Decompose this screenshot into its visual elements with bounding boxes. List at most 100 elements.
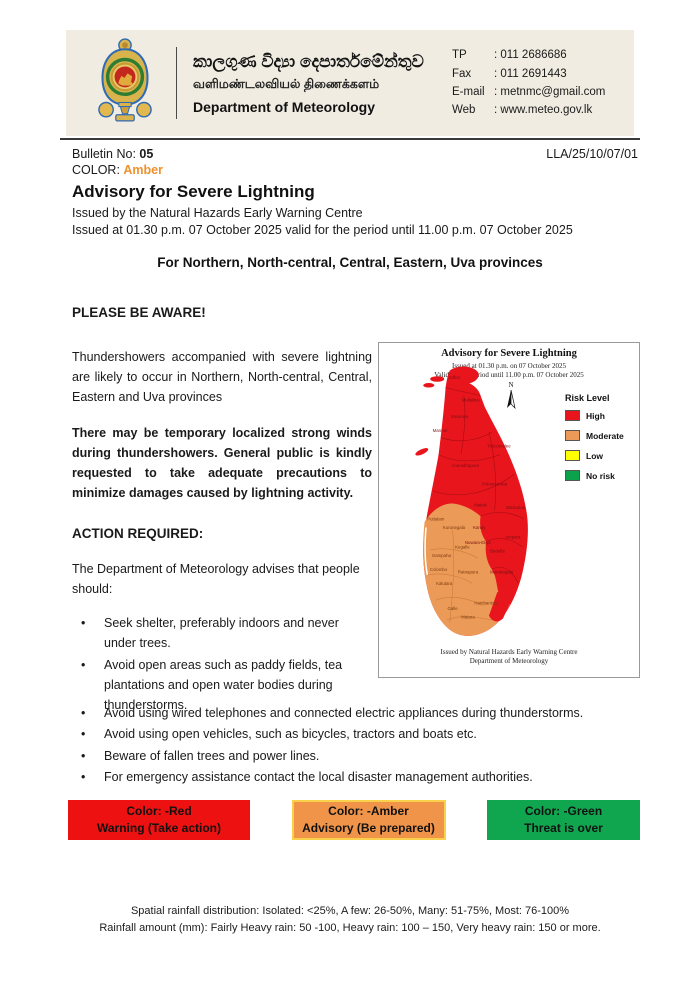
bulletin-reference: LLA/25/10/07/01 [546,147,638,161]
status-color-row: Color: -Red Warning (Take action) Color:… [68,800,640,840]
action-intro: The Department of Meteorology advises th… [72,561,360,596]
contact-email: E-mail : metnmc@gmail.com [452,83,620,101]
contact-tp: TP : 011 2686686 [452,46,620,64]
legend-item-moderate: Moderate [565,430,624,441]
advisory-title: Advisory for Severe Lightning [72,182,315,201]
bulletin-color-line: COLOR: Amber [72,163,638,177]
issued-by-line: Issued by the Natural Hazards Early Warn… [72,206,363,220]
low-risk-swatch [565,450,580,461]
bulletin-row: Bulletin No: 05 LLA/25/10/07/01 [72,147,638,161]
header-band: කාලගුණ විද්‍යා දෙපාර්තමේන්තුව வளிமண்டலவி… [66,30,634,136]
tp-value: : 011 2686686 [494,49,567,62]
sri-lanka-risk-map: Jaffna Mullaitivu Vavuniya Mannar Trinco… [415,366,528,636]
list-item: Avoid using wired telephones and connect… [72,703,644,724]
risk-legend: Risk Level High Moderate Low No risk [565,393,624,490]
emblem-icon [98,37,152,122]
tp-label: TP [452,49,467,62]
district-label: Hambantota [474,600,498,605]
map-footer-department: Department of Meteorology [469,657,549,665]
legend-label: No risk [586,470,615,481]
district-label: Batticaloa [506,505,526,510]
legend-title: Risk Level [565,393,610,403]
district-label: Kegalle [455,544,470,549]
high-risk-swatch [565,410,580,421]
district-label: Trincomalee [487,444,511,449]
contact-fax: Fax : 011 2691443 [452,65,620,83]
district-boundaries-orange [427,530,492,623]
district-label: Ampara [505,535,521,540]
district-label: Nuwara-Eliya [465,540,491,545]
district-label: Kurunegala [443,525,466,530]
provinces-line: For Northern, North-central, Central, Ea… [157,255,543,270]
government-emblem-logo [92,37,158,130]
district-label: Anuradhapura [451,463,479,468]
north-arrow: N [504,381,518,414]
rainfall-definitions-footer: Spatial rainfall distribution: Isolated:… [0,903,700,937]
north-label: N [508,381,514,389]
status-box-red: Color: -Red Warning (Take action) [68,800,250,840]
district-label: Mullaitivu [462,397,481,402]
moderate-risk-swatch [565,430,580,441]
legend-label: Low [586,450,603,461]
spatial-distribution-line: Spatial rainfall distribution: Isolated:… [130,905,570,917]
risk-map-panel: Advisory for Severe Lightning Issued at … [378,342,640,678]
map-subtitle-issued: Issued at 01.30 p.m. on 07 October 2025 [452,362,566,370]
action-bullets-full: Avoid using wired telephones and connect… [72,703,644,788]
web-label: Web [452,104,476,117]
contact-block: TP : 011 2686686 Fax : 011 2691443 E-mai… [452,46,620,120]
status-box-line1: Color: -Green [524,803,603,818]
district-label: Puttalam [427,516,444,521]
list-item: Beware of fallen trees and power lines. [72,746,644,767]
island-moderate-risk-region [423,503,510,636]
header-divider [176,47,177,119]
bulletin-number-value: 05 [139,147,154,161]
web-value: : www.meteo.gov.lk [494,104,593,117]
dept-name-sinhala: කාලගුණ විද්‍යා දෙපාර්තමේන්තුව [193,52,424,72]
legend-item-low: Low [565,450,624,461]
action-bullets-left: Seek shelter, preferably indoors and nev… [72,613,372,715]
status-box-line2: Threat is over [524,821,603,835]
district-label: Galle [448,606,459,611]
district-label: Monaragala [490,570,513,575]
district-label: Matale [474,502,488,507]
district-label: Jaffna [448,375,460,380]
list-item: For emergency assistance contact the loc… [72,767,644,788]
fax-label: Fax [452,67,472,80]
no-risk-swatch [565,470,580,481]
legend-label: Moderate [586,430,624,441]
district-boundaries-red [432,387,525,584]
status-box-line1: Color: -Red [126,803,192,818]
bulletin-head: Bulletin No: 05 LLA/25/10/07/01 COLOR: A… [72,147,638,237]
status-box-line2: Warning (Take action) [96,821,221,835]
district-label: Matara [461,614,475,619]
district-label: Mannar [433,428,448,433]
department-titles: කාලගුණ විද්‍යා දෙපාර්තමේන්තුව வளிமண்டலவி… [193,51,452,114]
islet [430,376,445,382]
legend-item-norisk: No risk [565,470,624,481]
mannar-island [415,448,429,456]
status-box-line2: Advisory (Be prepared) [302,821,435,835]
please-be-aware-heading: PLEASE BE AWARE! [72,305,206,320]
map-subtitle-valid: Valid for the period until 11.00 p.m. 07… [434,371,584,379]
district-label: Kandy [473,525,486,530]
fax-value: : 011 2691443 [494,67,567,80]
dept-name-tamil: வளிமண்டலவியல் திணைக்களம் [193,76,380,91]
puttalam-lagoon [424,527,429,576]
bulletin-number: Bulletin No: 05 [72,147,153,161]
status-box-green: Color: -Green Threat is over [487,800,640,840]
compass-needle-icon [507,389,516,410]
islet [423,383,435,388]
legend-item-high: High [565,410,624,421]
color-value-amber: Amber [123,163,163,177]
legend-label: High [586,410,605,421]
color-label: COLOR: [72,163,124,177]
list-item: Seek shelter, preferably indoors and nev… [72,613,372,653]
email-value: : metnmc@gmail.com [494,86,606,98]
advisory-body-column: Thundershowers accompanied with severe l… [72,347,372,717]
south-red-wedge [489,591,512,622]
district-label: Colombo [430,567,448,572]
district-label: Vavuniya [451,414,469,419]
status-box-amber: Color: -Amber Advisory (Be prepared) [291,800,446,840]
district-label: Gampaha [432,553,452,558]
